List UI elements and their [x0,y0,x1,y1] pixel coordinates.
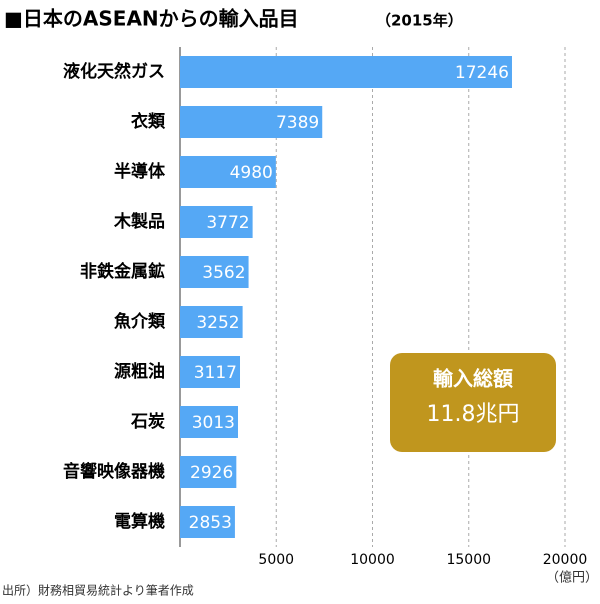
bar [180,506,235,538]
bar [180,256,249,288]
value-label: 4980 [230,163,273,183]
chart-subtitle: （2015年） [376,12,463,30]
value-label: 3117 [194,363,237,383]
value-label: 2926 [190,463,233,483]
x-tick-label: 10000 [350,552,395,568]
value-label: 3013 [192,413,235,433]
bar [180,356,241,388]
bar [180,106,323,138]
y-tick-label: 木製品 [113,211,165,232]
bar [180,406,239,438]
bar [180,206,253,238]
y-tick-label: 石炭 [130,411,165,432]
y-tick-label: 液化天然ガス [63,61,165,82]
axis-unit: （億円） [546,570,598,586]
value-label: 3252 [196,313,239,333]
y-tick-label: 半導体 [114,161,166,182]
bar [180,156,276,188]
bar [180,456,237,488]
annotation-text: 輸入総額 [433,367,513,391]
value-label: 17246 [455,63,509,83]
y-tick-label: 魚介類 [114,311,166,332]
y-tick-label: 音響映像器機 [63,461,165,482]
value-label: 3562 [202,263,245,283]
value-label: 7389 [276,113,319,133]
annotation-box [390,353,556,452]
bar [180,306,243,338]
bar [180,56,512,88]
x-tick-label: 20000 [543,552,588,568]
y-tick-label: 衣類 [131,111,166,132]
value-label: 2853 [189,513,232,533]
chart-title: ■日本のASEANからの輸入品目 [4,7,299,31]
x-tick-label: 15000 [446,552,491,568]
source-note: 出所）財務相貿易統計より筆者作成 [2,583,194,598]
y-tick-label: 源粗油 [114,361,165,382]
y-tick-label: 電算機 [114,511,165,532]
annotation-text: 11.8兆円 [427,402,520,427]
value-label: 3772 [206,213,249,233]
x-tick-label: 5000 [258,552,294,568]
y-tick-label: 非鉄金属鉱 [80,261,165,282]
